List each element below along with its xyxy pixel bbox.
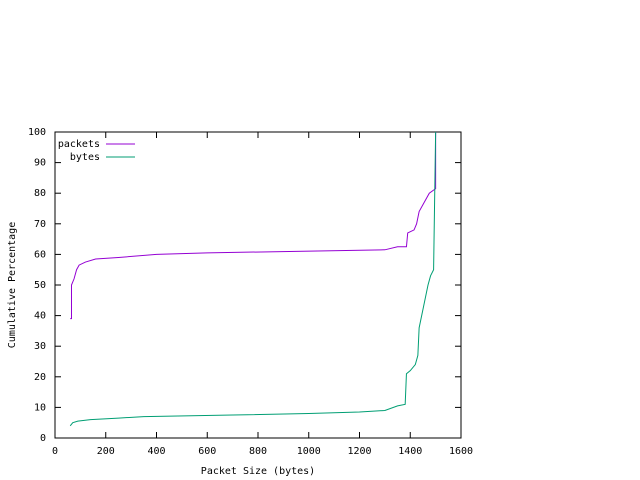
y-tick-label: 50: [34, 280, 46, 291]
x-tick-label: 1200: [347, 446, 371, 457]
legend-label: bytes: [70, 152, 100, 163]
y-tick-label: 20: [34, 372, 46, 383]
x-tick-label: 0: [52, 446, 58, 457]
y-tick-label: 60: [34, 249, 46, 260]
y-tick-label: 30: [34, 341, 46, 352]
x-tick-label: 1600: [449, 446, 473, 457]
x-axis-label: Packet Size (bytes): [201, 466, 315, 477]
y-axis-label: Cumulative Percentage: [7, 222, 18, 348]
y-tick-label: 10: [34, 402, 46, 413]
y-tick-label: 90: [34, 158, 46, 169]
series-line: [70, 132, 437, 320]
x-tick-label: 1000: [297, 446, 321, 457]
x-tick-label: 600: [198, 446, 216, 457]
series-line: [69, 131, 437, 427]
x-tick-label: 400: [147, 446, 165, 457]
y-tick-label: 0: [40, 433, 46, 444]
y-tick-label: 80: [34, 188, 46, 199]
y-tick-label: 70: [34, 219, 46, 230]
x-tick-label: 1400: [398, 446, 422, 457]
plot-border: [54, 131, 462, 439]
legend-label: packets: [58, 139, 100, 150]
x-tick-label: 200: [97, 446, 115, 457]
y-tick-label: 40: [34, 311, 46, 322]
y-tick-label: 100: [28, 127, 46, 138]
x-tick-label: 800: [249, 446, 267, 457]
